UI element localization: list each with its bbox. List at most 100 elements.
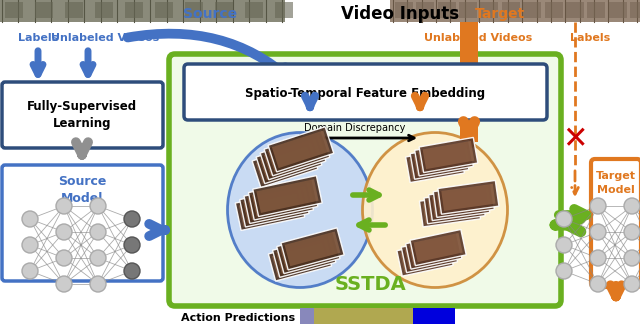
FancyBboxPatch shape <box>428 193 482 220</box>
FancyBboxPatch shape <box>2 165 163 281</box>
FancyBboxPatch shape <box>436 187 491 214</box>
FancyBboxPatch shape <box>169 54 561 306</box>
Text: Fully-Supervised
Learning: Fully-Supervised Learning <box>27 100 137 130</box>
FancyBboxPatch shape <box>409 236 458 266</box>
Circle shape <box>22 237 38 253</box>
FancyBboxPatch shape <box>401 243 449 273</box>
FancyBboxPatch shape <box>441 184 495 211</box>
Circle shape <box>56 276 72 292</box>
FancyBboxPatch shape <box>276 232 340 274</box>
Bar <box>413 308 455 324</box>
Circle shape <box>624 250 640 266</box>
Circle shape <box>90 250 106 266</box>
Circle shape <box>22 263 38 279</box>
FancyBboxPatch shape <box>591 159 640 287</box>
Bar <box>481 2 499 18</box>
Text: Action Predictions: Action Predictions <box>181 313 295 323</box>
Bar <box>459 2 477 18</box>
FancyBboxPatch shape <box>256 146 314 184</box>
Circle shape <box>624 276 640 292</box>
Bar <box>417 2 435 18</box>
Circle shape <box>590 250 606 266</box>
FancyBboxPatch shape <box>273 235 336 277</box>
Circle shape <box>56 250 72 266</box>
FancyBboxPatch shape <box>419 137 478 173</box>
FancyBboxPatch shape <box>236 190 305 231</box>
FancyBboxPatch shape <box>418 144 470 173</box>
FancyBboxPatch shape <box>239 186 309 227</box>
Circle shape <box>624 198 640 214</box>
FancyBboxPatch shape <box>410 229 467 266</box>
Text: Labels: Labels <box>570 33 610 43</box>
Bar <box>185 2 203 18</box>
Bar <box>300 308 314 324</box>
Text: Unlabeled Videos: Unlabeled Videos <box>424 33 532 43</box>
FancyBboxPatch shape <box>243 190 305 223</box>
FancyBboxPatch shape <box>253 175 322 216</box>
Bar <box>545 2 563 18</box>
Bar <box>65 2 83 18</box>
FancyBboxPatch shape <box>280 235 337 270</box>
Bar <box>438 2 456 18</box>
FancyBboxPatch shape <box>419 193 481 227</box>
FancyBboxPatch shape <box>2 82 163 148</box>
FancyBboxPatch shape <box>260 134 326 180</box>
Bar <box>588 2 605 18</box>
Bar <box>502 2 520 18</box>
Circle shape <box>556 211 572 227</box>
FancyBboxPatch shape <box>268 239 332 281</box>
FancyBboxPatch shape <box>410 144 469 179</box>
FancyBboxPatch shape <box>268 127 334 172</box>
Text: Video Inputs: Video Inputs <box>341 5 459 23</box>
Circle shape <box>590 198 606 214</box>
Circle shape <box>90 198 106 214</box>
FancyBboxPatch shape <box>239 193 301 227</box>
FancyBboxPatch shape <box>406 233 462 269</box>
Bar <box>275 2 293 18</box>
FancyBboxPatch shape <box>424 190 485 224</box>
Text: Domain Discrepancy: Domain Discrepancy <box>304 123 406 133</box>
Ellipse shape <box>362 133 508 288</box>
Bar <box>630 2 640 18</box>
Text: Labels: Labels <box>18 33 58 43</box>
Bar <box>314 308 413 324</box>
FancyBboxPatch shape <box>597 165 638 281</box>
Circle shape <box>556 237 572 253</box>
Bar <box>155 2 173 18</box>
FancyBboxPatch shape <box>406 147 465 183</box>
Text: Spatio-Temporal Feature Embedding: Spatio-Temporal Feature Embedding <box>245 87 485 99</box>
FancyBboxPatch shape <box>268 134 326 172</box>
Circle shape <box>22 211 38 227</box>
FancyBboxPatch shape <box>422 141 474 169</box>
FancyBboxPatch shape <box>415 141 474 176</box>
FancyBboxPatch shape <box>276 239 332 274</box>
Circle shape <box>124 237 140 253</box>
Bar <box>95 2 113 18</box>
Bar <box>0 0 285 22</box>
FancyBboxPatch shape <box>433 184 494 217</box>
Bar <box>395 2 413 18</box>
Ellipse shape <box>227 133 372 288</box>
Text: SSTDA: SSTDA <box>334 276 406 295</box>
FancyBboxPatch shape <box>184 64 547 120</box>
FancyBboxPatch shape <box>272 131 330 168</box>
FancyBboxPatch shape <box>248 179 318 220</box>
Bar <box>125 2 143 18</box>
Bar <box>390 0 640 22</box>
Circle shape <box>90 276 106 292</box>
Circle shape <box>590 224 606 240</box>
FancyBboxPatch shape <box>423 196 477 223</box>
Bar <box>566 2 584 18</box>
Circle shape <box>590 276 606 292</box>
Circle shape <box>624 224 640 240</box>
FancyBboxPatch shape <box>409 151 461 179</box>
FancyBboxPatch shape <box>252 142 318 188</box>
FancyBboxPatch shape <box>260 142 318 180</box>
Circle shape <box>124 211 140 227</box>
Text: Unlabeled Videos: Unlabeled Videos <box>51 33 159 43</box>
FancyBboxPatch shape <box>257 179 319 213</box>
Bar <box>5 2 23 18</box>
FancyBboxPatch shape <box>281 228 344 270</box>
FancyBboxPatch shape <box>264 131 330 176</box>
FancyBboxPatch shape <box>438 180 499 214</box>
